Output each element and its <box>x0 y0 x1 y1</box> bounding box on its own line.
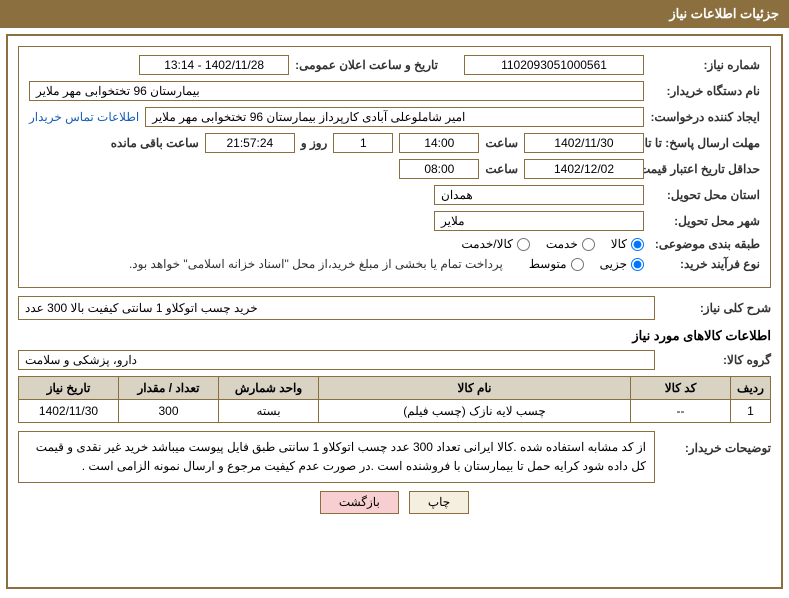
announce-date-field: 1402/11/28 - 13:14 <box>139 55 289 75</box>
response-time-field: 14:00 <box>399 133 479 153</box>
category-radio-both-input[interactable] <box>517 238 530 251</box>
requester-field: امیر شاملوعلی آبادی کارپرداز بیمارستان 9… <box>145 107 644 127</box>
delivery-province-field: همدان <box>434 185 644 205</box>
category-radio-service-input[interactable] <box>582 238 595 251</box>
process-radio-medium[interactable]: متوسط <box>529 257 584 271</box>
th-unit: واحد شمارش <box>219 377 319 400</box>
response-deadline-label: مهلت ارسال پاسخ: تا تاریخ: <box>650 136 760 150</box>
need-number-field: 1102093051000561 <box>464 55 644 75</box>
announce-date-label: تاریخ و ساعت اعلان عمومی: <box>295 58 438 72</box>
process-radio-medium-input[interactable] <box>571 258 584 271</box>
remain-days-label: روز و <box>301 136 328 150</box>
category-radio-service[interactable]: خدمت <box>546 237 595 251</box>
td-date: 1402/11/30 <box>19 400 119 423</box>
th-code: کد کالا <box>631 377 731 400</box>
table-header-row: ردیف کد کالا نام کالا واحد شمارش تعداد /… <box>19 377 771 400</box>
td-qty: 300 <box>119 400 219 423</box>
page-title: جزئیات اطلاعات نیاز <box>669 6 779 21</box>
info-fieldset: شماره نیاز: 1102093051000561 تاریخ و ساع… <box>18 46 771 288</box>
remain-time-field: 21:57:24 <box>205 133 295 153</box>
process-note: پرداخت تمام یا بخشی از مبلغ خرید،از محل … <box>129 257 503 271</box>
category-radio-goods-input[interactable] <box>631 238 644 251</box>
validity-date-field: 1402/12/02 <box>524 159 644 179</box>
remain-days-field: 1 <box>333 133 393 153</box>
buyer-org-field: بیمارستان 96 تختخوابی مهر ملایر <box>29 81 644 101</box>
process-type-label: نوع فرآیند خرید: <box>650 257 760 271</box>
response-date-field: 1402/11/30 <box>524 133 644 153</box>
buyer-org-label: نام دستگاه خریدار: <box>650 84 760 98</box>
process-type-radio-group: جزیی متوسط <box>529 257 644 271</box>
td-code: -- <box>631 400 731 423</box>
table-row: 1 -- چسب لایه نازک (چسب فیلم) بسته 300 1… <box>19 400 771 423</box>
requester-label: ایجاد کننده درخواست: <box>650 110 760 124</box>
td-row: 1 <box>731 400 771 423</box>
print-button[interactable]: چاپ <box>409 491 469 514</box>
button-row: چاپ بازگشت <box>18 491 771 514</box>
category-radio-goods[interactable]: کالا <box>611 237 644 251</box>
validity-label: حداقل تاریخ اعتبار قیمت: تا تاریخ: <box>650 162 760 176</box>
delivery-city-label: شهر محل تحویل: <box>650 214 760 228</box>
description-label: شرح کلی نیاز: <box>661 301 771 315</box>
process-radio-minor-input[interactable] <box>631 258 644 271</box>
validity-time-label: ساعت <box>485 162 518 176</box>
need-number-label: شماره نیاز: <box>650 58 760 72</box>
th-date: تاریخ نیاز <box>19 377 119 400</box>
category-radio-group: کالا خدمت کالا/خدمت <box>461 237 644 251</box>
response-time-label: ساعت <box>485 136 518 150</box>
th-row: ردیف <box>731 377 771 400</box>
goods-section-title: اطلاعات کالاهای مورد نیاز <box>18 328 771 344</box>
buyer-contact-link[interactable]: اطلاعات تماس خریدار <box>29 110 139 124</box>
delivery-province-label: استان محل تحویل: <box>650 188 760 202</box>
validity-time-field: 08:00 <box>399 159 479 179</box>
category-label: طبقه بندی موضوعی: <box>650 237 760 251</box>
buyer-notes-box: از کد مشابه استفاده شده .کالا ایرانی تعد… <box>18 431 655 483</box>
remain-suffix-label: ساعت باقی مانده <box>111 136 199 150</box>
main-container: شماره نیاز: 1102093051000561 تاریخ و ساع… <box>6 34 783 589</box>
category-radio-both[interactable]: کالا/خدمت <box>461 237 529 251</box>
buyer-notes-label: توضیحات خریدار: <box>661 431 771 455</box>
td-unit: بسته <box>219 400 319 423</box>
goods-table: ردیف کد کالا نام کالا واحد شمارش تعداد /… <box>18 376 771 423</box>
goods-group-field: دارو، پزشکی و سلامت <box>18 350 655 370</box>
th-name: نام کالا <box>319 377 631 400</box>
td-name: چسب لایه نازک (چسب فیلم) <box>319 400 631 423</box>
th-qty: تعداد / مقدار <box>119 377 219 400</box>
description-field: خرید چسب اتوکلاو 1 سانتی کیفیت بالا 300 … <box>18 296 655 320</box>
goods-group-label: گروه کالا: <box>661 353 771 367</box>
delivery-city-field: ملایر <box>434 211 644 231</box>
back-button[interactable]: بازگشت <box>320 491 399 514</box>
page-title-bar: جزئیات اطلاعات نیاز <box>0 0 789 28</box>
process-radio-minor[interactable]: جزیی <box>600 257 644 271</box>
